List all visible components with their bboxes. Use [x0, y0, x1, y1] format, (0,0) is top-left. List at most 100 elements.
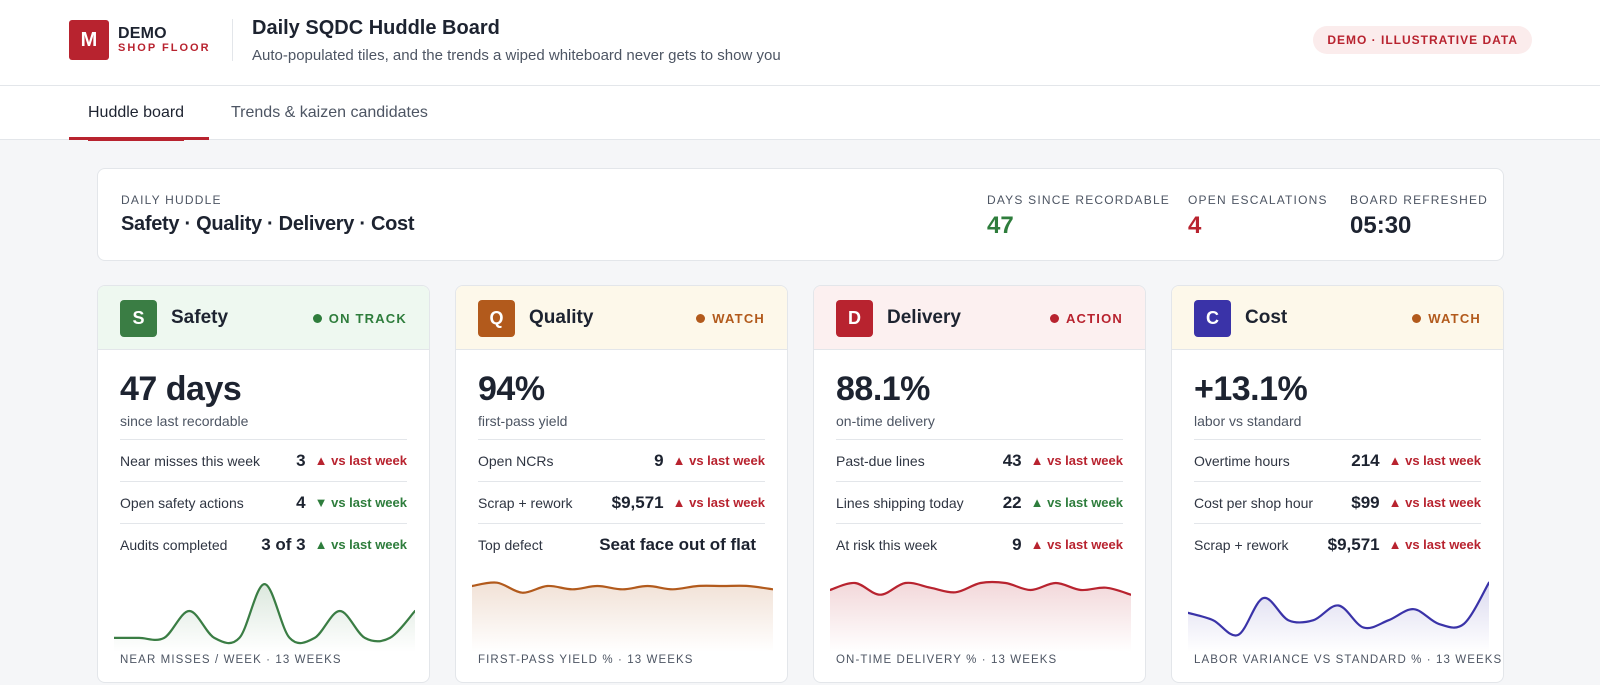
headline-metric: +13.1% [1194, 370, 1308, 408]
status-indicator: ACTION [1049, 311, 1123, 326]
metric-value: Seat face out of flat [599, 534, 756, 554]
metric-label: At risk this week [836, 536, 938, 553]
card-letter-icon: C [1194, 300, 1231, 337]
metric-value: $9,571 [611, 492, 664, 512]
metric-value: 3 of 3 [261, 534, 306, 554]
trend-indicator: ▲ vs last week [672, 453, 765, 468]
metric-value: 43 [1002, 450, 1022, 470]
metric-label: Open safety actions [120, 494, 244, 511]
status-label: WATCH [1428, 311, 1481, 326]
metric-row: At risk this week 9 ▲ vs last week [836, 523, 1123, 565]
card-title: Cost [1245, 307, 1288, 328]
card-header: S Safety ON TRACK [98, 286, 429, 350]
card-header: Q Quality WATCH [456, 286, 787, 350]
status-label: ON TRACK [328, 311, 407, 326]
status-indicator: ON TRACK [312, 311, 407, 326]
sparkline-caption: ON-TIME DELIVERY % · 13 WEEKS [836, 654, 1058, 666]
status-dot-icon [312, 314, 322, 323]
metric-row: Lines shipping today 22 ▲ vs last week [836, 481, 1123, 523]
sparkline-chart [114, 583, 415, 652]
status-indicator: WATCH [696, 311, 765, 326]
metric-label: Audits completed [120, 536, 228, 553]
trend-indicator: ▲ vs last week [672, 495, 765, 510]
sparkline-area [472, 582, 773, 652]
logo-wordmark: DEMO [118, 25, 167, 42]
trend-indicator: ▲ vs last week [1388, 537, 1481, 552]
sparkline-area [1188, 582, 1489, 652]
card-cost[interactable]: C Cost WATCH +13.1% labor vs standard Overtim… [1171, 285, 1504, 683]
stat-label: OPEN ESCALATIONS [1188, 193, 1328, 207]
daily-huddle-summary: DAILY HUDDLE Safety · Quality · Delivery… [97, 168, 1504, 261]
sparkline-line [830, 580, 1131, 596]
headline-caption: since last recordable [120, 413, 249, 429]
metric-label: Overtime hours [1194, 452, 1290, 469]
trend-indicator: ▲ vs last week [1030, 495, 1123, 510]
sparkline-area [114, 584, 415, 652]
metric-label: Top defect [478, 536, 543, 553]
sparkline-chart [830, 580, 1131, 652]
stat-open-escalations: OPEN ESCALATIONS 4 [1188, 193, 1328, 240]
trend-indicator: ▲ vs last week [1030, 453, 1123, 468]
metric-label: Scrap + rework [478, 494, 573, 511]
metric-value: 3 [296, 450, 306, 470]
card-title: Delivery [887, 307, 961, 328]
headline-caption: first-pass yield [478, 413, 568, 429]
trend-indicator: ▲ vs last week [314, 453, 407, 468]
metric-value: $99 [1351, 492, 1380, 512]
metric-row: Overtime hours 214 ▲ vs last week [1194, 439, 1481, 481]
tab-trends-kaizen[interactable]: Trends & kaizen candidates [231, 104, 428, 121]
stat-value: 4 [1188, 212, 1202, 239]
card-quality[interactable]: Q Quality WATCH 94% first-pass yield Open NCR… [455, 285, 788, 683]
metric-row: Scrap + rework $9,571 ▲ vs last week [1194, 523, 1481, 565]
metric-value: 9 [1012, 534, 1022, 554]
metric-row: Scrap + rework $9,571 ▲ vs last week [478, 481, 765, 523]
sparkline-caption: NEAR MISSES / WEEK · 13 WEEKS [120, 654, 342, 666]
headline-metric: 88.1% [836, 370, 930, 408]
trend-indicator: ▲ vs last week [1030, 537, 1123, 552]
metric-label: Past-due lines [836, 452, 925, 469]
stat-board-refreshed: BOARD REFRESHED 05:30 [1350, 193, 1488, 240]
card-letter-icon: Q [478, 300, 515, 337]
card-letter-icon: S [120, 300, 157, 337]
logo-mark: M [69, 20, 109, 60]
status-dot-icon [1412, 314, 1422, 323]
card-header: C Cost WATCH [1172, 286, 1503, 350]
card-title: Safety [171, 307, 229, 328]
card-header: D Delivery ACTION [814, 286, 1145, 350]
headline-metric: 94% [478, 370, 545, 408]
trend-indicator: ▲ vs last week [1388, 495, 1481, 510]
metric-label: Cost per shop hour [1194, 494, 1314, 511]
metric-row: Open NCRs 9 ▲ vs last week [478, 439, 765, 481]
metric-row: Cost per shop hour $99 ▲ vs last week [1194, 481, 1481, 523]
trend-indicator: ▼ vs last week [314, 495, 407, 510]
metric-label: Lines shipping today [836, 494, 964, 511]
headline-caption: on-time delivery [836, 413, 935, 429]
status-label: WATCH [712, 311, 765, 326]
headline-metric: 47 days [120, 370, 242, 408]
headline-caption: labor vs standard [1194, 413, 1302, 429]
metric-row: Near misses this week 3 ▲ vs last week [120, 439, 407, 481]
stat-value: 47 [987, 212, 1014, 239]
tab-huddle-board[interactable]: Huddle board [88, 86, 185, 141]
top-bar: M DEMO SHOP FLOOR Daily SQDC Huddle Boar… [0, 0, 1600, 86]
sparkline-caption: LABOR VARIANCE VS STANDARD % · 13 WEEKS [1194, 654, 1503, 666]
tab-bar: Huddle board Trends & kaizen candidates [0, 86, 1600, 141]
metric-value: 214 [1351, 450, 1380, 470]
sparkline-area [830, 581, 1131, 652]
metric-label: Scrap + rework [1194, 536, 1289, 553]
sparkline-line [1188, 581, 1489, 637]
card-safety[interactable]: S Safety ON TRACK 47 days since last recorda… [97, 285, 430, 683]
stat-label: BOARD REFRESHED [1350, 193, 1489, 207]
metric-row: Open safety actions 4 ▼ vs last week [120, 481, 407, 523]
card-delivery[interactable]: D Delivery ACTION 88.1% on-time delivery Past… [813, 285, 1146, 683]
header-divider [232, 19, 233, 61]
sparkline-chart [1188, 581, 1489, 652]
summary-eyebrow: DAILY HUDDLE [121, 193, 222, 207]
status-label: ACTION [1065, 311, 1123, 326]
summary-title: Safety · Quality · Delivery · Cost [121, 213, 415, 235]
metric-value: 9 [654, 450, 664, 470]
stat-label: DAYS SINCE RECORDABLE [987, 193, 1171, 207]
sparkline-chart [472, 581, 773, 652]
metric-value: $9,571 [1327, 534, 1380, 554]
page-title: Daily SQDC Huddle Board [252, 17, 500, 39]
